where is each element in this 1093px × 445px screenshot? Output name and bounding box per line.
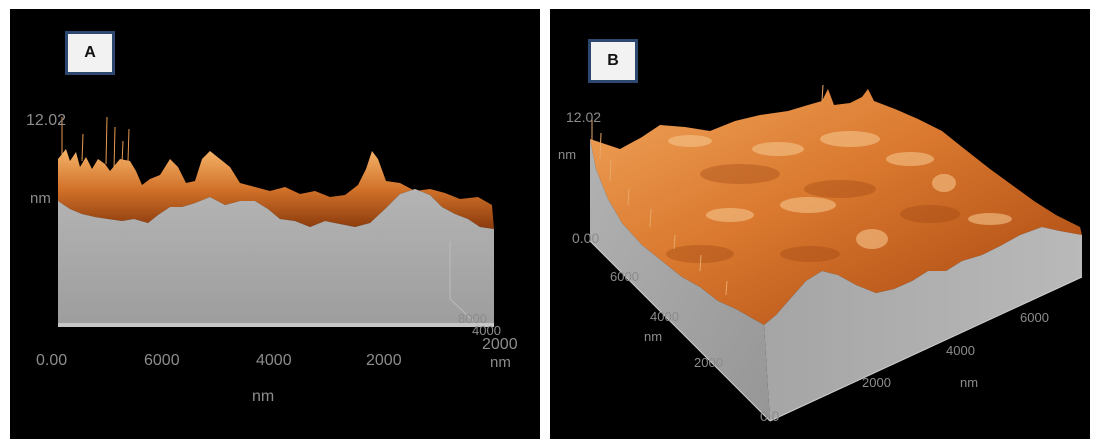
afm-panel-a: A 12.02 [10,9,540,439]
surface-spikes-a [61,116,130,170]
x-unit-label: nm [252,388,274,405]
y-tick-2: 2000 [694,355,723,370]
x-unit-right: nm [490,354,511,371]
z-unit-label: nm [558,147,576,162]
x-tick-1: 4000 [946,343,975,358]
panel-label-b: B [588,39,638,83]
surface-b [590,89,1082,325]
x-tick-0: 0.00 [36,352,67,369]
z-max-label: 12.02 [26,112,66,129]
origin-label: 0 0 [760,408,780,424]
depth-tick-0: 8000 [458,311,487,326]
x-tick-0: 2000 [862,375,891,390]
y-tick-0: 6000 [610,269,639,284]
edge-spikes-b [591,84,824,296]
x-tick-4: 2000 [482,336,518,353]
surface-texture-b [668,131,1012,249]
x-tick-3: 2000 [366,352,402,369]
x-tick-2: 4000 [256,352,292,369]
side-wall-a [58,189,494,327]
panel-label-a: A [65,31,115,75]
depth-tick-1: 4000 [472,323,501,338]
z-unit-label: nm [30,190,51,207]
x-tick-1: 6000 [144,352,180,369]
x-unit-label: nm [960,375,978,390]
x-tick-2: 6000 [1020,310,1049,325]
z-min-label: 0.00 [572,230,599,246]
afm-panel-b: B [550,9,1090,439]
z-max-label: 12.02 [566,109,601,125]
afm-3d-surface-a: 12.02 nm 0.00 6000 4000 2000 2000 nm nm … [26,112,518,405]
side-wall-left-b [590,139,770,421]
afm-3d-surface-b: 12.02 nm 0.00 6000 4000 nm 2000 0 0 2000… [558,84,1083,424]
side-wall-right-b [764,227,1082,421]
y-tick-1: 4000 [650,309,679,324]
y-unit-label: nm [644,329,662,344]
